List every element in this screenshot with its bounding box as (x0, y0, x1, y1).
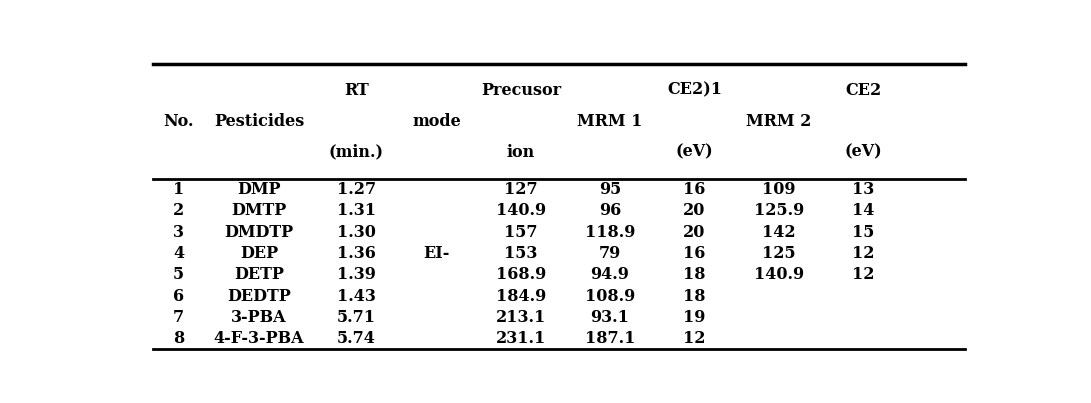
Text: 1.31: 1.31 (337, 202, 375, 219)
Text: 4-F-3-PBA: 4-F-3-PBA (214, 330, 304, 347)
Text: DEDTP: DEDTP (227, 287, 291, 305)
Text: 6: 6 (173, 287, 184, 305)
Text: 213.1: 213.1 (496, 309, 547, 326)
Text: 231.1: 231.1 (496, 330, 547, 347)
Text: 118.9: 118.9 (585, 224, 635, 241)
Text: 93.1: 93.1 (590, 309, 630, 326)
Text: 15: 15 (852, 224, 875, 241)
Text: 3-PBA: 3-PBA (231, 309, 287, 326)
Text: 127: 127 (504, 181, 538, 198)
Text: 5.71: 5.71 (337, 309, 375, 326)
Text: DMDTP: DMDTP (225, 224, 293, 241)
Text: 140.9: 140.9 (754, 266, 804, 283)
Text: DMTP: DMTP (231, 202, 287, 219)
Text: 125: 125 (763, 245, 795, 262)
Text: 142: 142 (763, 224, 795, 241)
Text: 108.9: 108.9 (585, 287, 635, 305)
Text: Pesticides: Pesticides (214, 113, 304, 130)
Text: 8: 8 (173, 330, 184, 347)
Text: (eV): (eV) (844, 144, 883, 161)
Text: 95: 95 (599, 181, 621, 198)
Text: 153: 153 (504, 245, 538, 262)
Text: 18: 18 (683, 287, 706, 305)
Text: 3: 3 (173, 224, 184, 241)
Text: 1.39: 1.39 (337, 266, 375, 283)
Text: 12: 12 (683, 330, 706, 347)
Text: 18: 18 (683, 266, 706, 283)
Text: 19: 19 (683, 309, 706, 326)
Text: 157: 157 (504, 224, 538, 241)
Text: 1: 1 (173, 181, 184, 198)
Text: (eV): (eV) (675, 144, 714, 161)
Text: 12: 12 (852, 245, 875, 262)
Text: ion: ion (507, 144, 536, 161)
Text: 1.27: 1.27 (337, 181, 375, 198)
Text: 20: 20 (683, 224, 706, 241)
Text: 13: 13 (852, 181, 875, 198)
Text: No.: No. (164, 113, 194, 130)
Text: DEP: DEP (240, 245, 278, 262)
Text: 96: 96 (599, 202, 621, 219)
Text: 1.36: 1.36 (337, 245, 375, 262)
Text: 12: 12 (852, 266, 875, 283)
Text: 16: 16 (683, 245, 706, 262)
Text: CE2)1: CE2)1 (667, 82, 722, 99)
Text: 79: 79 (599, 245, 621, 262)
Text: 4: 4 (173, 245, 184, 262)
Text: 1.43: 1.43 (337, 287, 375, 305)
Text: RT: RT (344, 82, 369, 99)
Text: 184.9: 184.9 (496, 287, 547, 305)
Text: MRM 2: MRM 2 (746, 113, 812, 130)
Text: CE2: CE2 (846, 82, 882, 99)
Text: 109: 109 (763, 181, 795, 198)
Text: 16: 16 (683, 181, 706, 198)
Text: 168.9: 168.9 (496, 266, 547, 283)
Text: 2: 2 (173, 202, 184, 219)
Text: MRM 1: MRM 1 (577, 113, 643, 130)
Text: 94.9: 94.9 (590, 266, 630, 283)
Text: 1.30: 1.30 (337, 224, 375, 241)
Text: 140.9: 140.9 (496, 202, 547, 219)
Text: 20: 20 (683, 202, 706, 219)
Text: 125.9: 125.9 (754, 202, 804, 219)
Text: Precusor: Precusor (481, 82, 561, 99)
Text: 5: 5 (173, 266, 184, 283)
Text: DETP: DETP (235, 266, 284, 283)
Text: DMP: DMP (237, 181, 280, 198)
Text: EI-: EI- (423, 245, 449, 262)
Text: mode: mode (412, 113, 460, 130)
Text: (min.): (min.) (328, 144, 384, 161)
Text: 7: 7 (173, 309, 184, 326)
Text: 187.1: 187.1 (585, 330, 635, 347)
Text: 5.74: 5.74 (337, 330, 375, 347)
Text: 14: 14 (852, 202, 875, 219)
